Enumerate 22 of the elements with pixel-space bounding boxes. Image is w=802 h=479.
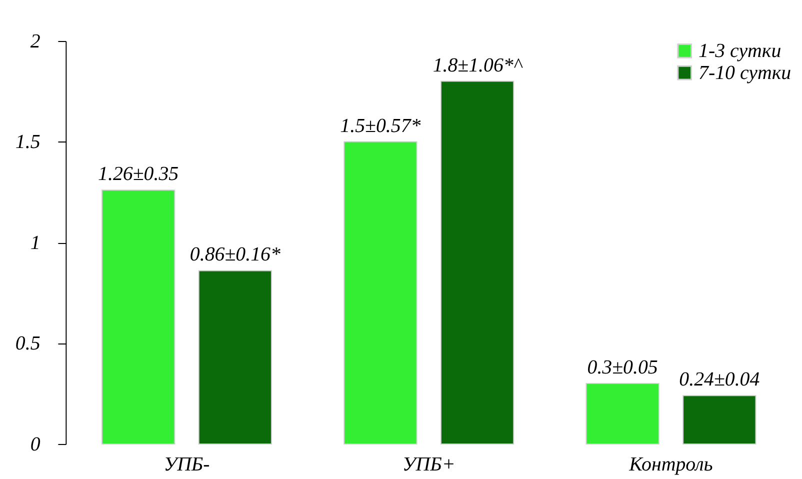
data-label: 1.8±1.06*^ xyxy=(432,54,524,76)
x-tick-label: УПБ+ xyxy=(402,453,456,476)
bar xyxy=(682,395,756,444)
data-label: 0.24±0.04 xyxy=(679,368,760,391)
bar xyxy=(440,80,514,444)
y-tick-label: 1.5 xyxy=(15,131,40,154)
legend-label: 1-3 сутки xyxy=(698,40,782,62)
y-tick-label: 2 xyxy=(30,30,40,52)
x-tick-label: УПБ- xyxy=(164,453,210,476)
bar xyxy=(198,270,272,444)
bar xyxy=(344,141,418,444)
data-label: 0.3±0.05 xyxy=(587,356,658,379)
data-label: 1.5±0.57* xyxy=(340,114,421,137)
x-tick-label: Контроль xyxy=(628,453,713,476)
y-tick-label: 1 xyxy=(30,232,40,254)
y-tick-label: 0.5 xyxy=(15,332,40,355)
data-label: 1.26±0.35 xyxy=(98,163,179,186)
data-label: 0.86±0.16* xyxy=(190,244,280,266)
bar xyxy=(586,383,660,444)
legend-label: 7-10 сутки xyxy=(698,62,792,84)
y-tick-label: 0 xyxy=(30,433,40,456)
bar xyxy=(101,190,176,444)
